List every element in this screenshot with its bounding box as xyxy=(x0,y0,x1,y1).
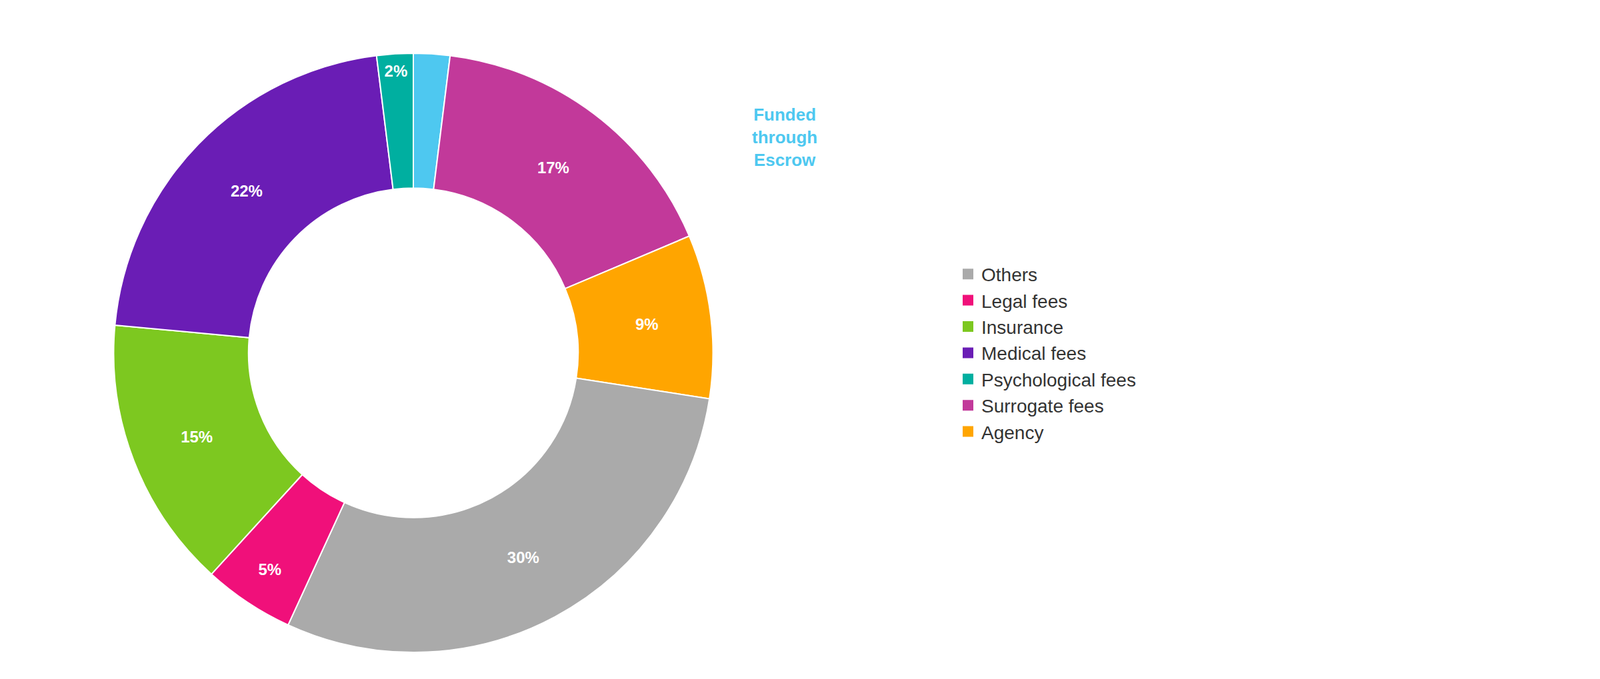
svg-text:FundedthroughEscrow: FundedthroughEscrow xyxy=(752,104,818,170)
svg-text:15%: 15% xyxy=(180,428,213,446)
svg-text:Surrogate fees: Surrogate fees xyxy=(981,396,1104,417)
svg-text:Psychological fees: Psychological fees xyxy=(981,370,1136,391)
svg-text:Others: Others xyxy=(981,264,1038,286)
svg-text:9%: 9% xyxy=(635,315,659,334)
svg-text:Insurance: Insurance xyxy=(981,317,1064,338)
svg-text:5%: 5% xyxy=(258,560,282,579)
svg-text:Legal fees: Legal fees xyxy=(981,291,1068,312)
svg-text:30%: 30% xyxy=(507,548,540,567)
svg-text:2%: 2% xyxy=(384,62,408,80)
svg-text:22%: 22% xyxy=(230,182,263,200)
svg-text:Medical fees: Medical fees xyxy=(981,343,1086,364)
svg-text:17%: 17% xyxy=(537,158,570,177)
svg-text:Agency: Agency xyxy=(981,422,1044,444)
